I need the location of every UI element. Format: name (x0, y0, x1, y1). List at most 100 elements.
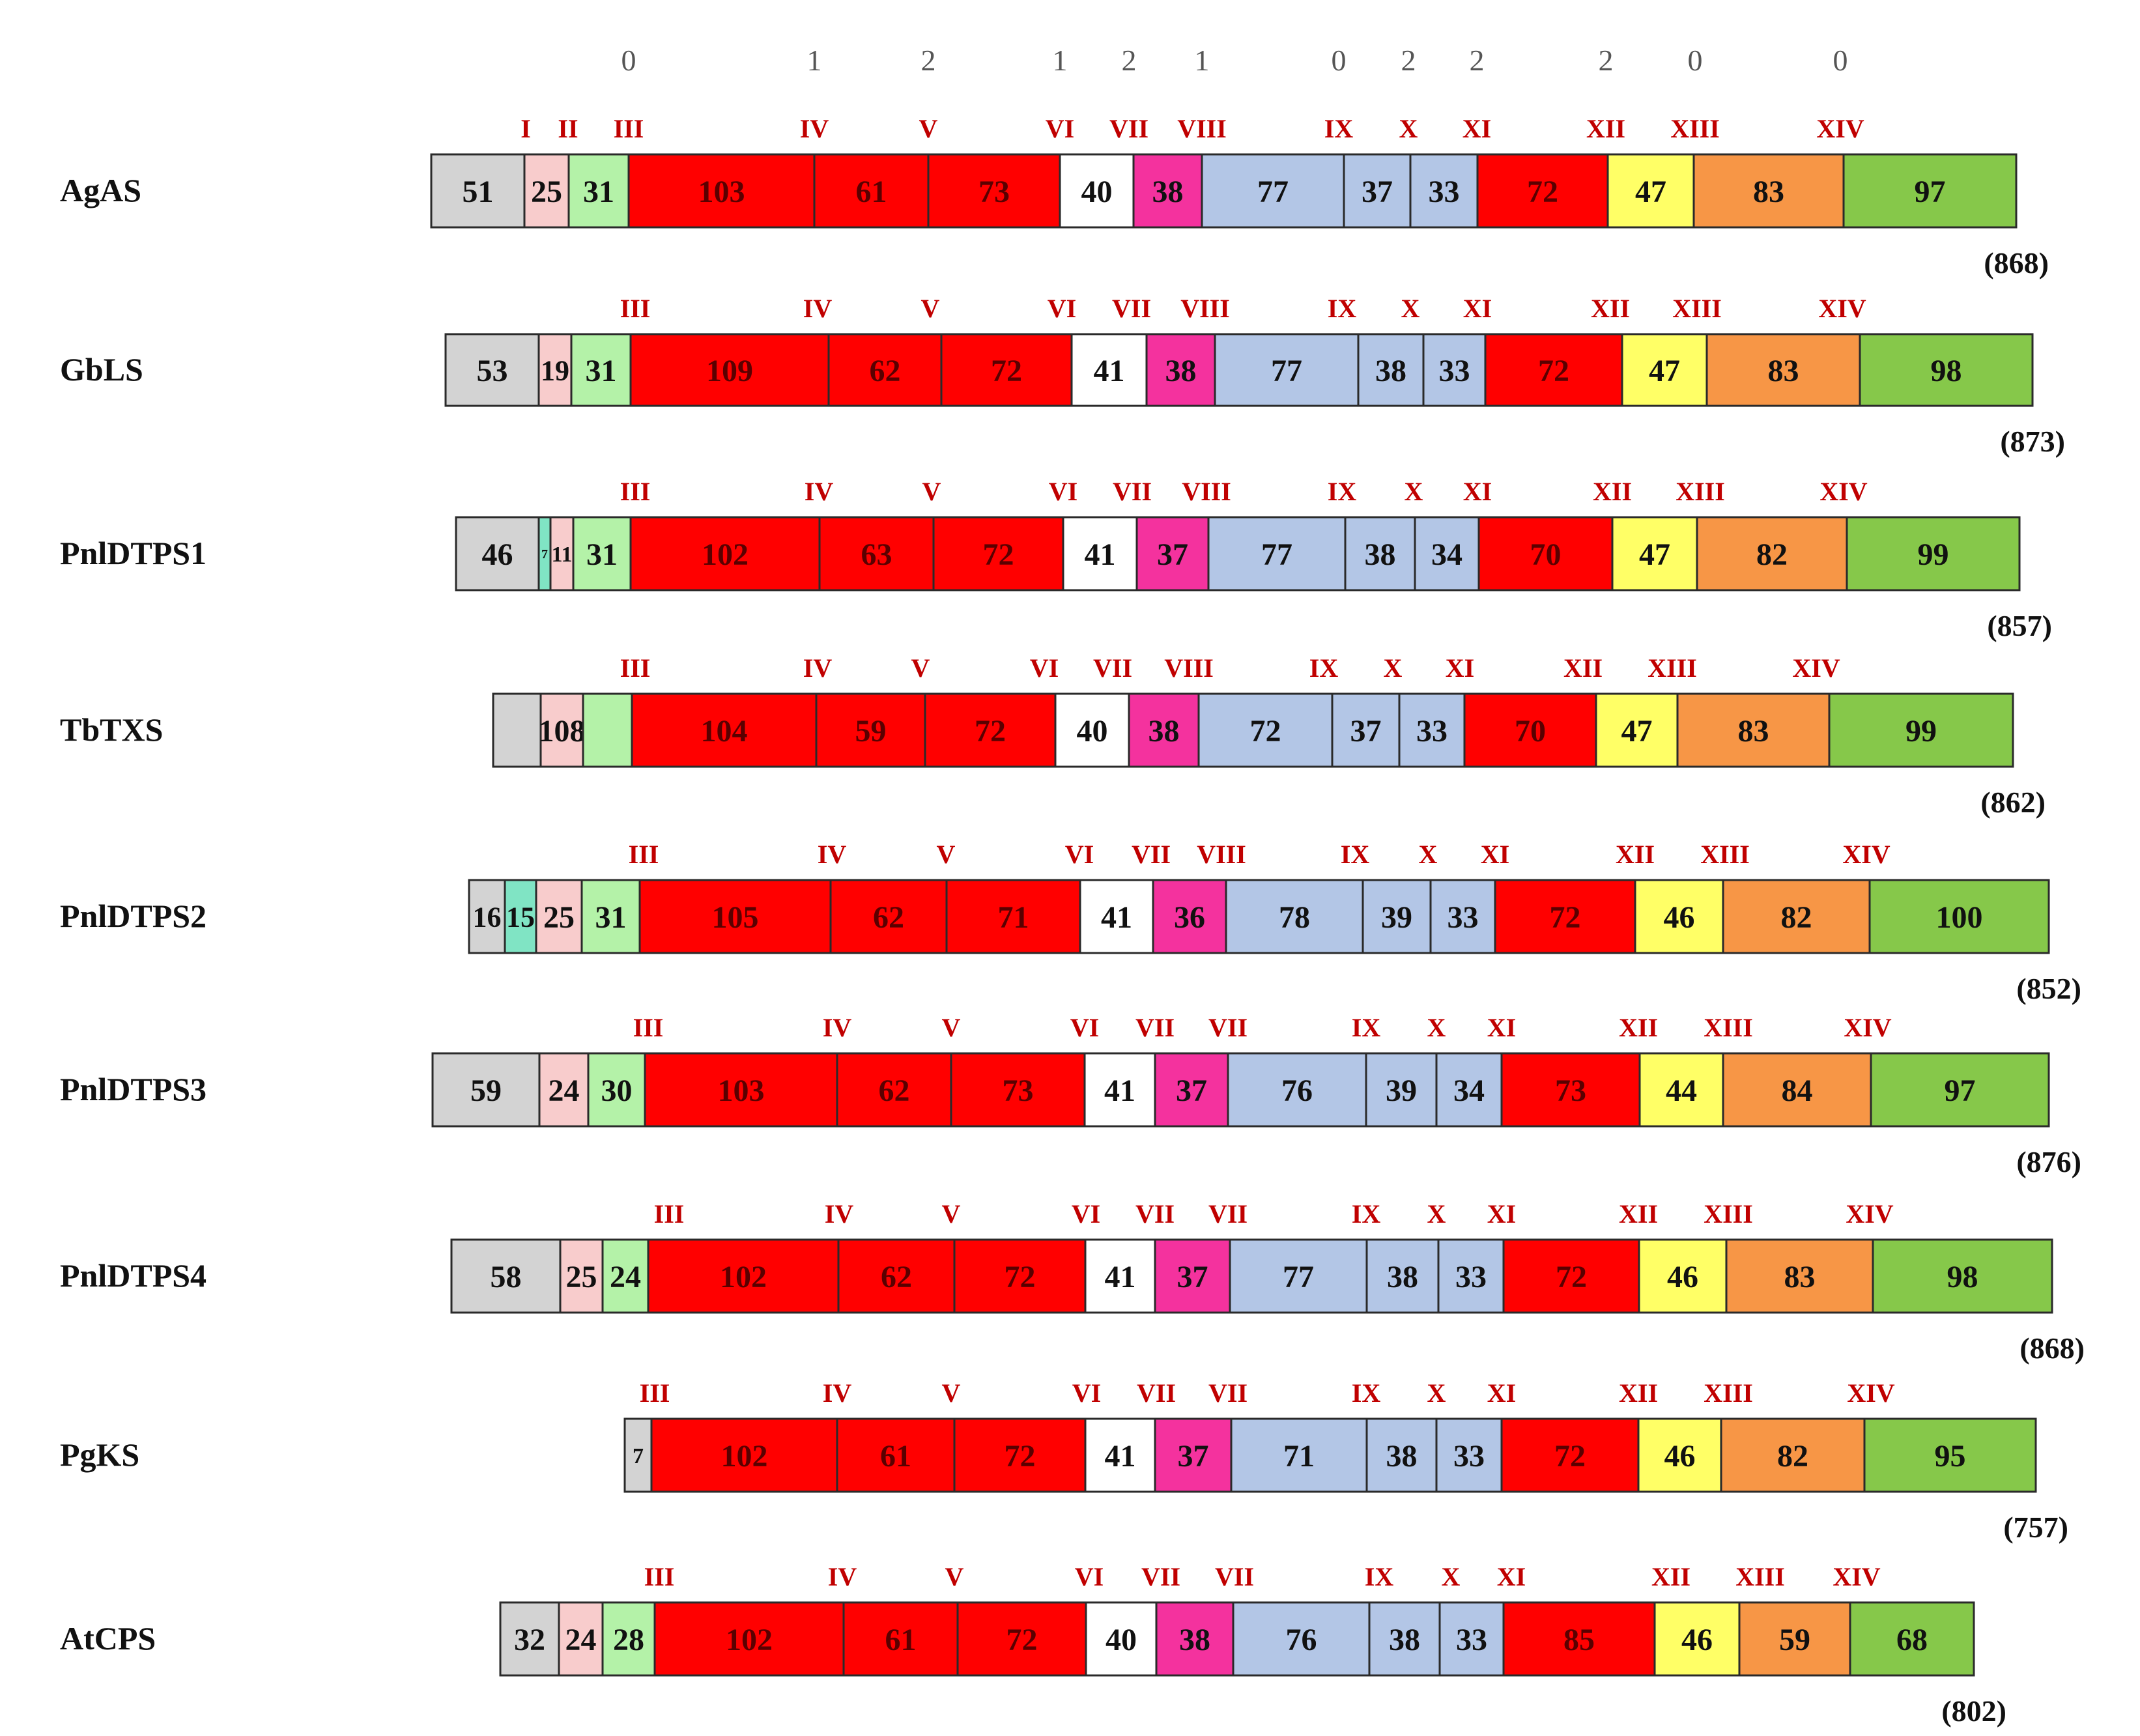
exon-length-label: 68 (1896, 1623, 1928, 1657)
exon-length-label: 37 (1362, 175, 1393, 209)
exon-segment (924, 692, 1057, 768)
exon-length-label: 28 (613, 1623, 644, 1657)
exon-label: XIV (1818, 294, 1866, 323)
exon-label: IX (1352, 1378, 1381, 1408)
exon-length-label: 33 (1455, 1260, 1487, 1294)
exon-length-label: 38 (1152, 175, 1184, 209)
exon-length-label: 85 (1563, 1623, 1595, 1657)
phase-number: 2 (921, 44, 936, 77)
exon-label: III (620, 653, 651, 683)
exon-segment (1870, 1052, 2050, 1128)
phase-number: 1 (1053, 44, 1068, 77)
exon-length-label: 77 (1283, 1260, 1314, 1294)
exon-label: IV (803, 294, 833, 323)
exon-length-label: 103 (718, 1074, 765, 1108)
exon-label: III (644, 1562, 675, 1591)
exon-label: IV (828, 1562, 857, 1591)
exon-length-label: 72 (975, 714, 1006, 748)
exon-label: XIV (1792, 653, 1840, 683)
exon-segment (1155, 1601, 1234, 1677)
exon-length-label: 83 (1784, 1260, 1816, 1294)
exon-segment (1435, 1052, 1503, 1128)
exon-segment (827, 333, 943, 407)
exon-segment (535, 879, 583, 954)
exon-label: IV (800, 114, 829, 143)
exon-length-label: 37 (1176, 1074, 1207, 1108)
exon-length-label: 82 (1781, 900, 1812, 935)
exon-length-label: 41 (1104, 1074, 1135, 1108)
exon-segment (1606, 153, 1695, 229)
exon-label: III (629, 840, 659, 869)
exon-length-label: 41 (1105, 1439, 1136, 1473)
exon-label: XII (1619, 1013, 1658, 1042)
exon-segment (1070, 333, 1148, 407)
exon-segment (1365, 1238, 1440, 1314)
protein-name: TbTXS (60, 711, 163, 748)
exon-length-label: 72 (1250, 714, 1281, 748)
exon-length-label: 41 (1105, 1260, 1136, 1294)
exon-length-label: 47 (1649, 354, 1680, 388)
exon-length-label: 105 (712, 900, 759, 935)
exon-segment (1135, 516, 1210, 591)
exon-label: V (942, 1013, 961, 1042)
exon-label: XII (1619, 1378, 1658, 1408)
exon-label: XIII (1704, 1378, 1753, 1408)
exon-segment (455, 516, 540, 591)
exon-segment (1343, 153, 1412, 229)
exon-length-label: 37 (1157, 537, 1188, 572)
exon-label: VIII (1197, 840, 1246, 869)
exon-length-label: 47 (1635, 175, 1666, 209)
exon-length-label: 25 (566, 1260, 597, 1294)
exon-length-label: 31 (583, 175, 614, 209)
exon-length-label: 39 (1381, 900, 1412, 935)
exon-label: VI (1046, 114, 1074, 143)
exon-segment (842, 1601, 959, 1677)
exon-label: XIII (1676, 477, 1725, 506)
protein-name: PnlDTPS3 (60, 1071, 207, 1107)
exon-label: V (922, 477, 941, 506)
exon-label: X (1399, 114, 1418, 143)
exon-length-label: 102 (721, 1439, 768, 1473)
exon-length-label: 98 (1947, 1260, 1978, 1294)
exon-segment (1692, 153, 1845, 229)
exon-segment (1500, 1417, 1640, 1493)
total-length: (852) (2016, 972, 2081, 1005)
exon-label: IX (1352, 1199, 1381, 1229)
exon-segment (1154, 1417, 1233, 1493)
exon-segment (950, 1052, 1086, 1128)
exon-length-label: 33 (1448, 900, 1479, 935)
exon-length-label: 39 (1386, 1074, 1417, 1108)
protein-name: AtCPS (60, 1620, 156, 1657)
exon-length-label: 47 (1639, 537, 1670, 572)
protein-row-pgks: PgKS III IV V VI VII VII IX X XI XII XIII XIV 7 102 61 7… (60, 1378, 2068, 1544)
exon-length-label: 38 (1179, 1623, 1210, 1657)
exon-label: VIII (1177, 114, 1227, 143)
exon-label: VII (1208, 1013, 1248, 1042)
exon-length-label: 33 (1453, 1439, 1485, 1473)
exon-length-label: 100 (1936, 900, 1983, 935)
exon-label: VII (1135, 1199, 1175, 1229)
exon-segment (1500, 1052, 1641, 1128)
total-length: (862) (1980, 786, 2046, 819)
exon-length-label: 40 (1081, 175, 1113, 209)
exon-segment (1849, 1601, 1975, 1677)
exon-segment (836, 1417, 956, 1493)
exon-length-label: 102 (726, 1623, 773, 1657)
exon-label: XIII (1704, 1013, 1753, 1042)
exon-segment (1084, 1238, 1156, 1314)
exon-segment (1611, 516, 1698, 591)
exon-label: X (1427, 1378, 1446, 1408)
exon-length-label: 59 (1779, 1623, 1810, 1657)
exon-segment (631, 692, 818, 768)
exon-length-label: 46 (482, 537, 513, 572)
exon-label: XIV (1833, 1562, 1880, 1591)
exon-length-label: 95 (1935, 1439, 1966, 1473)
exon-length-label: 58 (491, 1260, 522, 1294)
exon-segment (927, 153, 1061, 229)
exon-length-label: 97 (1915, 175, 1946, 209)
exon-label: IX (1341, 840, 1370, 869)
exon-length-label: 19 (541, 354, 569, 386)
exon-length-label: 40 (1106, 1623, 1137, 1657)
